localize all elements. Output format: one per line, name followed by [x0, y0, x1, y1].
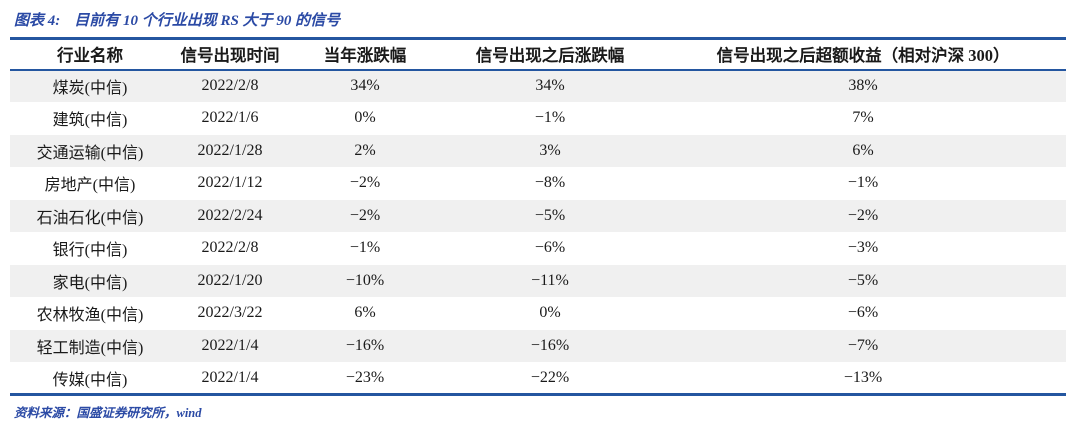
cell-industry: 交通运输(中信) — [36, 144, 144, 162]
cell-signal-date: 2022/2/8 — [201, 77, 259, 95]
cell-signal-date: 2022/1/28 — [197, 141, 263, 159]
cell-excess-return: −13% — [843, 368, 883, 386]
figure-title: 图表 4: 目前有 10 个行业出现 RS 大于 90 的信号 — [14, 9, 1080, 30]
cell-excess-return: 7% — [852, 109, 874, 127]
cell-signal-date: 2022/3/22 — [197, 304, 263, 322]
cell-post-signal-change: −22% — [530, 368, 570, 386]
signals-table: 行业名称 信号出现时间 当年涨跌幅 信号出现之后涨跌幅 信号出现之后超额收益（相… — [10, 37, 1066, 396]
cell-signal-date: 2022/1/6 — [201, 109, 259, 127]
cell-excess-return: 38% — [848, 77, 878, 95]
header-row: 行业名称 信号出现时间 当年涨跌幅 信号出现之后涨跌幅 信号出现之后超额收益（相… — [10, 39, 1066, 70]
cell-excess-return: −2% — [847, 206, 879, 224]
table-row: 传媒(中信) 2022/1/4 −23% −22% −13% — [10, 362, 1066, 395]
cell-post-signal-change: 34% — [535, 77, 565, 95]
column-header-ytd-change: 当年涨跌幅 — [323, 46, 407, 66]
table-row: 房地产(中信) 2022/1/12 −2% −8% −1% — [10, 167, 1066, 200]
cell-excess-return: 6% — [852, 141, 874, 159]
cell-ytd-change: −1% — [349, 239, 381, 257]
cell-industry: 轻工制造(中信) — [36, 339, 144, 357]
cell-ytd-change: −23% — [345, 368, 385, 386]
cell-industry: 石油石化(中信) — [36, 209, 144, 227]
cell-signal-date: 2022/1/4 — [201, 336, 259, 354]
column-header-signal-date: 信号出现时间 — [180, 46, 280, 66]
column-header-excess-return: 信号出现之后超额收益（相对沪深 300） — [716, 46, 1010, 66]
table-row: 建筑(中信) 2022/1/6 0% −1% 7% — [10, 102, 1066, 135]
cell-ytd-change: 6% — [354, 304, 376, 322]
cell-excess-return: −7% — [847, 336, 879, 354]
cell-post-signal-change: −6% — [534, 239, 566, 257]
cell-post-signal-change: 0% — [539, 304, 561, 322]
cell-industry: 银行(中信) — [52, 242, 128, 260]
cell-ytd-change: −2% — [349, 174, 381, 192]
cell-ytd-change: 0% — [354, 109, 376, 127]
cell-post-signal-change: −5% — [534, 206, 566, 224]
cell-signal-date: 2022/2/8 — [201, 239, 259, 257]
column-header-post-signal-change: 信号出现之后涨跌幅 — [475, 46, 625, 66]
table-row: 石油石化(中信) 2022/2/24 −2% −5% −2% — [10, 199, 1066, 232]
figure-title-text: 目前有 10 个行业出现 RS 大于 90 的信号 — [74, 13, 341, 29]
cell-post-signal-change: −16% — [530, 336, 570, 354]
table-row: 农林牧渔(中信) 2022/3/22 6% 0% −6% — [10, 297, 1066, 330]
cell-ytd-change: −16% — [345, 336, 385, 354]
cell-ytd-change: 34% — [350, 77, 380, 95]
cell-ytd-change: 2% — [354, 141, 376, 159]
cell-post-signal-change: −11% — [531, 271, 569, 289]
cell-excess-return: −3% — [847, 239, 879, 257]
cell-excess-return: −5% — [847, 271, 879, 289]
figure-label: 图表 4: — [14, 13, 61, 29]
cell-industry: 煤炭(中信) — [52, 80, 128, 98]
source-note: 资料来源：国盛证券研究所，wind — [14, 406, 202, 420]
cell-signal-date: 2022/1/20 — [197, 271, 263, 289]
cell-post-signal-change: 3% — [539, 141, 561, 159]
cell-industry: 房地产(中信) — [44, 177, 136, 195]
cell-industry: 家电(中信) — [52, 274, 128, 292]
cell-industry: 农林牧渔(中信) — [36, 307, 144, 325]
table-row: 轻工制造(中信) 2022/1/4 −16% −16% −7% — [10, 329, 1066, 362]
cell-post-signal-change: −8% — [534, 174, 566, 192]
report-figure: 图表 4: 目前有 10 个行业出现 RS 大于 90 的信号 行业名称 信号出现… — [10, 9, 1080, 420]
cell-excess-return: −1% — [847, 174, 879, 192]
cell-signal-date: 2022/2/24 — [197, 206, 263, 224]
cell-signal-date: 2022/1/4 — [201, 368, 259, 386]
table-row: 家电(中信) 2022/1/20 −10% −11% −5% — [10, 264, 1066, 297]
cell-industry: 传媒(中信) — [52, 371, 128, 389]
table-row: 交通运输(中信) 2022/1/28 2% 3% 6% — [10, 134, 1066, 167]
cell-industry: 建筑(中信) — [52, 112, 128, 130]
cell-ytd-change: −10% — [345, 271, 385, 289]
table-row: 银行(中信) 2022/2/8 −1% −6% −3% — [10, 232, 1066, 265]
column-header-industry: 行业名称 — [57, 46, 123, 66]
cell-signal-date: 2022/1/12 — [197, 174, 263, 192]
cell-ytd-change: −2% — [349, 206, 381, 224]
cell-excess-return: −6% — [847, 304, 879, 322]
table-row: 煤炭(中信) 2022/2/8 34% 34% 38% — [10, 69, 1066, 102]
cell-post-signal-change: −1% — [534, 109, 566, 127]
